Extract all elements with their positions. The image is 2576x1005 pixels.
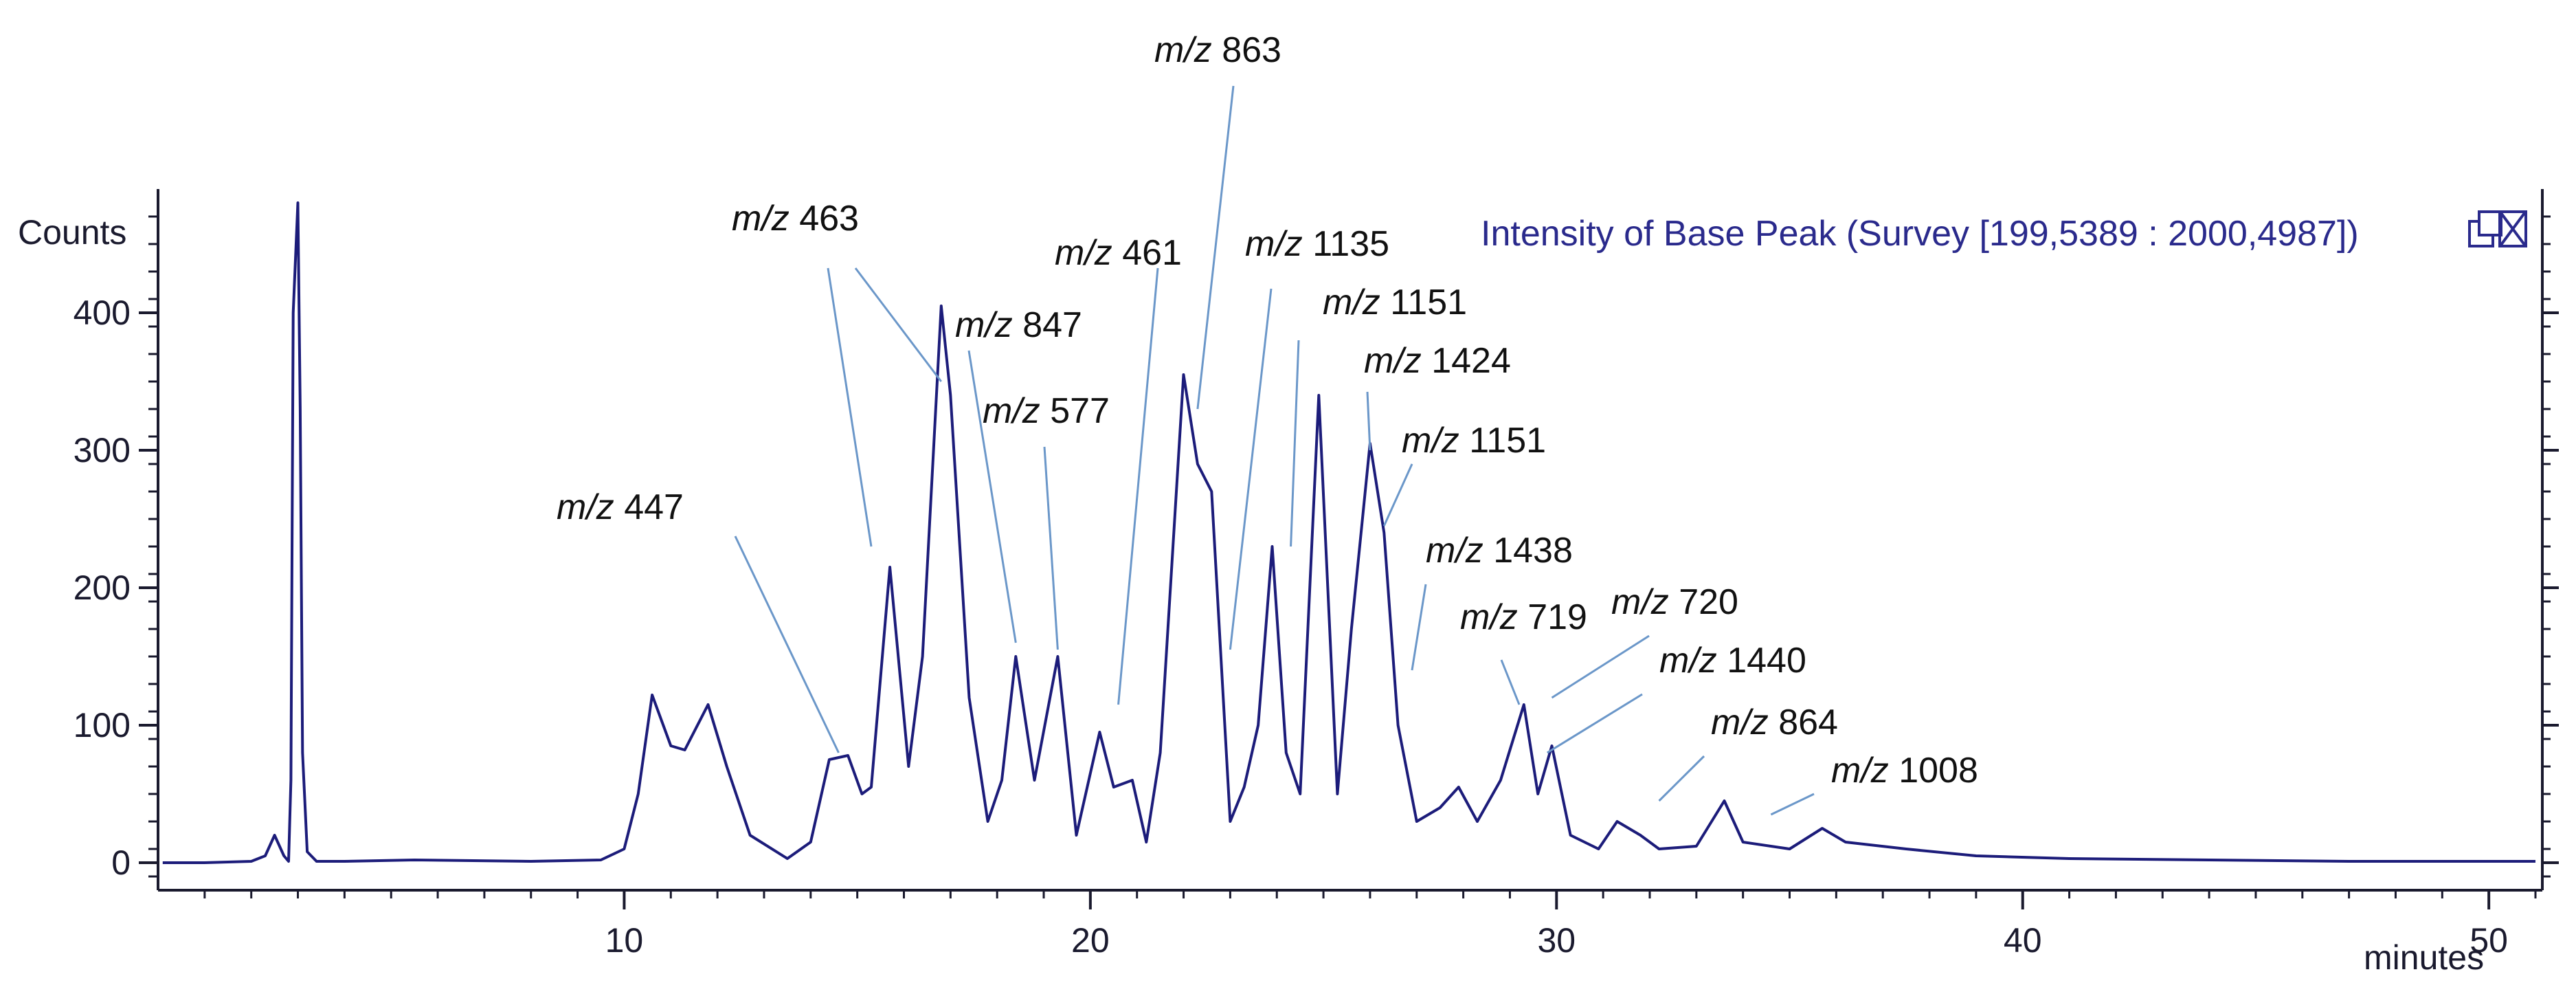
annotation-leader: [967, 350, 1017, 643]
annotation-mz: m/z: [955, 305, 1013, 345]
x-axis-label: minutes: [2364, 938, 2484, 977]
annotation-mz: m/z: [1245, 224, 1303, 264]
annotation-label: m/z 577: [983, 391, 1110, 431]
y-tick-label: 100: [74, 706, 131, 744]
annotation-leader: [1382, 463, 1413, 527]
annotation-mz: m/z: [1154, 30, 1212, 70]
annotation-leader: [1043, 446, 1059, 650]
annotation-mz: m/z: [732, 199, 789, 239]
annotation-leader: [827, 267, 873, 547]
annotation-mz: m/z: [1711, 703, 1769, 742]
x-tick-label: 40: [2004, 921, 2042, 960]
annotation-label: m/z 1151: [1402, 421, 1546, 461]
annotation-value: 1424: [1422, 341, 1511, 381]
annotation-value: 719: [1518, 597, 1587, 637]
annotation-mz: m/z: [1402, 421, 1459, 461]
annotation-label: m/z 719: [1460, 597, 1587, 637]
annotation-label: m/z 1008: [1831, 751, 1978, 791]
annotation-label: m/z 864: [1711, 703, 1838, 742]
annotation-mz: m/z: [1055, 233, 1112, 273]
annotation-value: 1151: [1459, 421, 1546, 461]
annotation-leader: [1196, 85, 1235, 410]
annotation-leader: [1290, 340, 1300, 547]
annotation-value: 864: [1769, 703, 1838, 742]
annotation-label: m/z 461: [1055, 233, 1182, 273]
annotation-label: m/z 1151: [1323, 283, 1467, 322]
annotation-leader: [1658, 755, 1705, 802]
annotation-label: m/z 1135: [1245, 224, 1389, 264]
annotation-value: 463: [789, 199, 859, 239]
close-icon[interactable]: [2498, 210, 2527, 247]
annotation-mz: m/z: [1426, 531, 1483, 571]
annotation-mz: m/z: [1323, 283, 1380, 322]
annotation-label: m/z 1424: [1364, 341, 1511, 381]
annotation-leader: [1500, 659, 1521, 705]
y-tick-label: 0: [111, 843, 131, 882]
y-tick-label: 300: [74, 431, 131, 470]
annotation-value: 720: [1669, 582, 1738, 622]
annotation-leader: [1411, 584, 1427, 671]
annotation-label: m/z 863: [1154, 30, 1281, 70]
annotation-leader: [1551, 634, 1650, 699]
annotation-value: 1008: [1889, 751, 1978, 791]
annotation-label: m/z 463: [732, 199, 859, 239]
annotation-leader: [854, 267, 942, 382]
annotation-label: m/z 847: [955, 305, 1082, 345]
restore-icon[interactable]: [2468, 210, 2502, 247]
annotation-mz: m/z: [1611, 582, 1669, 622]
base-peak-trace: [162, 201, 2535, 864]
annotation-mz: m/z: [1659, 641, 1717, 681]
x-tick-label: 10: [605, 921, 644, 960]
annotation-value: 447: [614, 487, 684, 527]
x-tick-label: 20: [1071, 921, 1110, 960]
annotation-value: 463: [789, 199, 859, 239]
annotation-mz: m/z: [557, 487, 614, 527]
annotation-label: m/z 463: [732, 199, 859, 239]
annotation-label: m/z 1440: [1659, 641, 1806, 681]
annotation-value: 847: [1013, 305, 1082, 345]
annotation-mz: m/z: [1831, 751, 1889, 791]
annotation-label: m/z 447: [557, 487, 684, 527]
annotation-label: m/z 1438: [1426, 531, 1573, 571]
annotation-leader: [1117, 267, 1159, 705]
trace-group: [162, 201, 2535, 864]
annotation-value: 1135: [1303, 224, 1389, 264]
x-tick-label: 50: [2469, 921, 2508, 960]
annotation-value: 1438: [1483, 531, 1573, 571]
chart-title: Intensity of Base Peak (Survey [199,5389…: [1481, 214, 2359, 254]
annotation-leader: [1546, 693, 1643, 754]
annotation-value: 1151: [1380, 283, 1467, 322]
annotation-value: 461: [1112, 233, 1182, 273]
y-axis-label: Counts: [18, 213, 126, 252]
annotation-mz: m/z: [732, 199, 789, 239]
annotation-label: m/z 720: [1611, 582, 1738, 622]
annotation-leader: [1770, 793, 1815, 816]
annotation-value: 577: [1040, 391, 1110, 431]
annotation-value: 1440: [1717, 641, 1806, 681]
x-tick-label: 30: [1537, 921, 1576, 960]
annotation-leader: [1366, 391, 1371, 451]
annotation-leader: [734, 535, 840, 753]
annotation-mz: m/z: [1364, 341, 1422, 381]
annotation-value: 863: [1212, 30, 1281, 70]
y-tick-label: 200: [74, 568, 131, 607]
window-controls: [2468, 210, 2527, 247]
annotation-mz: m/z: [1460, 597, 1518, 637]
annotation-mz: m/z: [983, 391, 1040, 431]
annotation-leader: [1229, 288, 1273, 650]
y-tick-label: 400: [74, 294, 131, 332]
chart-axes: 0 100 200 300 400 10 20 30 40 50: [74, 189, 2559, 960]
